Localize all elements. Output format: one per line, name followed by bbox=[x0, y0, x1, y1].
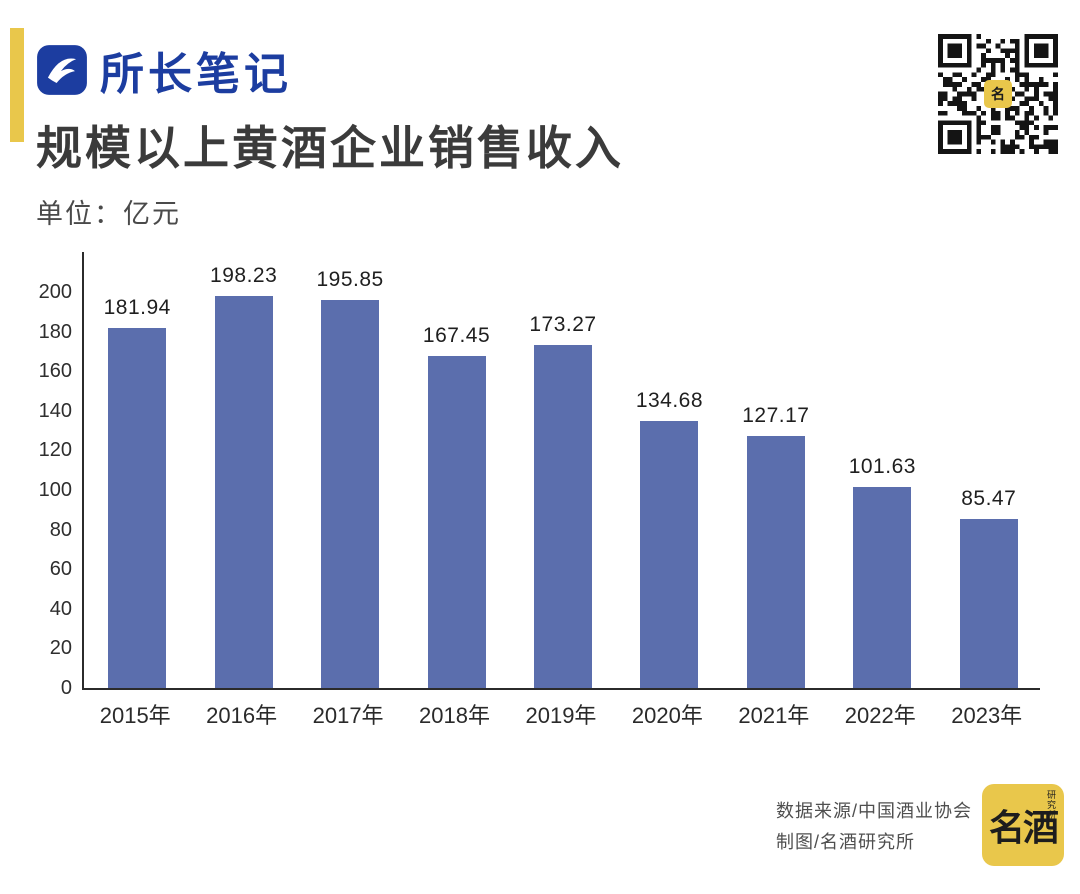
y-axis-tick-label: 0 bbox=[60, 677, 72, 699]
x-axis-label: 2018年 bbox=[419, 703, 490, 728]
bar-2023年 bbox=[959, 518, 1018, 688]
y-axis-tick-label: 40 bbox=[49, 597, 72, 620]
y-axis-tick-label: 100 bbox=[38, 479, 72, 501]
brand-name: 所长笔记 bbox=[100, 50, 292, 99]
x-axis-label: 2019年 bbox=[525, 703, 597, 728]
seal-main-text: 名酒 bbox=[988, 807, 1059, 848]
x-axis-label: 2021年 bbox=[738, 703, 810, 728]
y-axis-tick-label: 140 bbox=[38, 399, 72, 422]
y-axis: 0 20 40 60 80 100 120 140 160 180 200 bbox=[36, 252, 78, 699]
bar-2022年 bbox=[853, 486, 912, 688]
qr-center-logo: 名 bbox=[984, 80, 1012, 108]
qr-code: 名 bbox=[938, 34, 1058, 154]
data-source: 数据来源/中国酒业协会 bbox=[776, 801, 972, 821]
x-axis-label: 2020年 bbox=[631, 703, 703, 728]
seal-sub-text: 研究所 bbox=[1046, 790, 1056, 820]
y-axis-tick-label: 160 bbox=[38, 360, 72, 383]
unit-label: 单位：亿元 bbox=[36, 199, 181, 229]
mingjiu-seal-logo: 名酒 研究所 bbox=[982, 784, 1064, 866]
bar-value-label: 101.63 bbox=[848, 454, 916, 478]
x-axis-label: 2015年 bbox=[99, 703, 171, 728]
bar-value-label: 127.17 bbox=[742, 404, 810, 428]
y-axis-tick-label: 180 bbox=[38, 320, 72, 343]
y-axis-tick-label: 200 bbox=[38, 281, 72, 303]
bar-2019年 bbox=[534, 344, 592, 688]
bar-value-label: 181.94 bbox=[103, 295, 171, 319]
x-axis-label: 2023年 bbox=[951, 703, 1023, 728]
bar-chart: 0 20 40 60 80 100 120 140 160 180 200 181.94 198.23… bbox=[36, 252, 1046, 732]
bar-2016年 bbox=[214, 295, 273, 688]
x-axis: 2015年 2016年 2017年 2018年 2019年 2020年 2021年 2022年… bbox=[82, 698, 1040, 730]
footer-credits: 数据来源/中国酒业协会 制图/名酒研究所 bbox=[776, 796, 972, 858]
bar-2021年 bbox=[746, 436, 805, 688]
bar-2018年 bbox=[427, 356, 486, 688]
chart-credit: 制图/名酒研究所 bbox=[776, 832, 916, 852]
bar-value-label: 195.85 bbox=[316, 268, 384, 292]
bar-value-label: 134.68 bbox=[635, 389, 704, 413]
bar-value-label: 85.47 bbox=[961, 486, 1017, 510]
plot-area: 181.94 198.23 195.85 167.45 173.27 134.68 127.… bbox=[82, 252, 1040, 690]
bar-value-label: 173.27 bbox=[529, 312, 597, 336]
qr-pattern bbox=[938, 34, 1058, 154]
bar-2020年 bbox=[640, 421, 699, 688]
x-axis-label: 2016年 bbox=[206, 703, 278, 728]
bar-2015年 bbox=[108, 327, 167, 688]
page-title: 规模以上黄酒企业销售收入 bbox=[36, 122, 624, 174]
y-axis-tick-label: 60 bbox=[49, 558, 72, 581]
bar-value-label: 167.45 bbox=[422, 324, 491, 348]
brand-icon bbox=[37, 45, 87, 95]
x-axis-label: 2022年 bbox=[844, 703, 916, 728]
bar-value-label: 198.23 bbox=[210, 263, 278, 287]
y-axis-tick-label: 20 bbox=[49, 637, 72, 660]
y-axis-tick-label: 80 bbox=[49, 518, 72, 541]
y-axis-tick-label: 120 bbox=[38, 439, 72, 462]
bar-2017年 bbox=[321, 300, 380, 688]
yellow-accent-bar bbox=[10, 28, 24, 142]
brand: 所长笔记 bbox=[36, 38, 292, 102]
x-axis-label: 2017年 bbox=[312, 703, 384, 728]
